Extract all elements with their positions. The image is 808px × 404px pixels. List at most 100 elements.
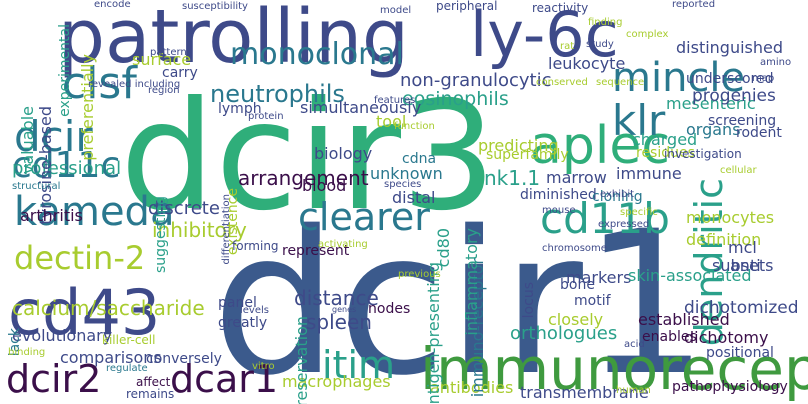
cloud-word: anti [730,256,761,275]
cloud-word: dcir1 [212,188,709,404]
cloud-word: sequence [596,77,645,88]
cloud-word: orthologues [510,323,618,344]
cloud-word: mouse [542,205,576,216]
cloud-word: predicting [478,136,559,155]
cloud-word: represent [282,243,350,259]
cloud-word: dectin-2 [14,239,146,277]
cloud-word: antigen-presenting [424,262,443,404]
cloud-word: closely [548,310,604,329]
cloud-word: forming [232,239,279,253]
cloud-word: rodent [736,125,782,141]
cloud-word: subsets [712,256,774,275]
cloud-word: carry [162,65,198,81]
cloud-word: organs [686,120,741,139]
cloud-word: encode [94,0,131,10]
cloud-word: rat [560,41,575,52]
cloud-word: motif [574,293,611,309]
cloud-word: exhibit [600,189,635,200]
cloud-word: expressed [598,219,650,230]
cloud-word: specific [620,207,658,218]
cloud-word: screening [708,113,777,129]
cloud-word: genes [332,305,357,314]
cloud-word: inflammatory [462,228,481,336]
cloud-word: function [394,121,435,132]
cloud-word: antibodies [430,378,514,397]
cloud-word: complex [626,29,669,40]
cloud-word: cdna [402,151,437,167]
cloud-word: monoclonal [230,37,404,72]
cloud-word: leukocyte [548,54,626,73]
cloud-word: distal [392,188,436,207]
cloud-word: clsf [62,58,137,109]
cloud-word: superfamily [486,147,569,163]
cloud-word: discrete [148,198,220,219]
cloud-word: affect [136,375,171,389]
cloud-word: enables [642,329,697,345]
cloud-word: cd11b [540,194,670,243]
cloud-word: cd80 [434,228,453,268]
cloud-word: dichotomy [684,328,769,347]
cloud-word: peripheral [436,0,498,13]
cloud-word: charged [632,130,698,149]
cloud-word: revealed including [88,79,181,90]
cloud-word: transmembrane [520,383,649,402]
cloud-word: ly-6c [470,0,619,71]
cloud-word: binding [8,347,46,358]
cloud-word: professional [12,158,122,179]
cloud-word: model [380,5,412,16]
cloud-word: chromosome [542,243,607,254]
cloud-word: regulate [106,363,148,374]
cloud-word: conversely [146,351,222,367]
cloud-word: lymph [218,101,262,117]
cloud-word: finding [588,17,623,28]
cloud-word: immune [616,164,682,183]
cloud-word: structural [12,181,61,192]
cloud-word: suggesting [153,196,169,273]
cloud-word: monocytes [686,208,775,227]
cloud-word: immunoreceptor [420,335,808,403]
cloud-word: definition [686,230,762,249]
cloud-word: panel [218,295,257,311]
cloud-word: valuable [18,106,37,175]
cloud-word: distance [294,286,379,310]
cloud-word: non-granulocytic [400,70,552,91]
cloud-word: evolutionary [12,326,113,345]
cloud-word: features [374,95,416,106]
cloud-word: species [384,179,422,190]
cloud-word: experimental [57,24,73,117]
cloud-word: preferentially [78,54,97,161]
cloud-word: klr [612,96,666,145]
cloud-word: dcir3 [120,70,497,244]
cloud-word: simultaneously [300,98,422,117]
cloud-word: mcl [728,238,757,257]
cloud-word: residues [636,145,695,161]
cloud-word: reactivity [532,1,589,15]
cloud-word: mincle [612,55,746,101]
cloud-word: nk1.1 [484,166,541,190]
cloud-word: diminished [520,187,597,203]
cloud-word: dichotomized [684,298,799,318]
cloud-word: markers [566,268,632,287]
cloud-word: unknown [370,164,443,183]
cloud-word: region [148,85,180,96]
cloud-word: activating [318,239,368,250]
cloud-word: neutrophils [210,80,345,108]
cloud-word: kameda [14,189,175,235]
cloud-word: mesenteric [666,94,756,113]
cloud-word: itim [322,343,396,387]
cloud-word: progenies [692,86,776,106]
cloud-word: blood [302,176,347,195]
cloud-word: clearer [298,195,430,239]
cloud-word: human [616,385,651,396]
cloud-word: distinguished [676,38,784,57]
cloud-word: vitro [252,361,275,372]
cloud-word: acid [624,339,645,350]
cloud-word: reported [672,0,716,10]
cloud-word: comparisons [60,348,162,367]
cloud-word: investigation [664,147,742,161]
cloud-word: skin-associated [628,266,752,285]
cloud-word: dcir2 [6,357,102,401]
cloud-word: arthritis [20,206,83,225]
cloud-word: cd11c [12,145,121,186]
